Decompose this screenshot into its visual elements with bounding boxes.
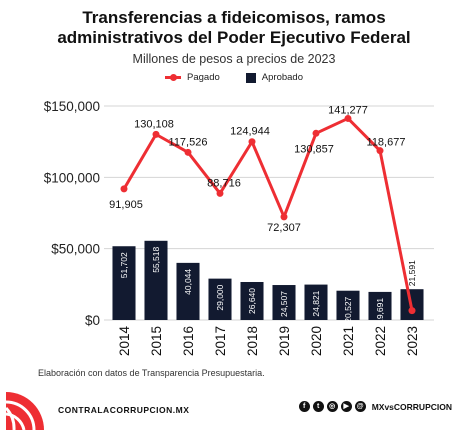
bar-value-label: 21,591 [407,260,417,286]
bar-value-label: 40,044 [183,269,193,295]
bar-aprobado [336,290,360,320]
bar-value-label: 51,702 [119,252,129,278]
point-pagado [312,129,320,137]
chart-title: Transferencias a fideicomisos, ramos adm… [0,8,468,48]
social-links: f t ◎ ▶ @ MXvsCORRUPCION [298,401,452,412]
line-value-label: 130,108 [134,118,174,130]
chart-subtitle: Millones de pesos a precios de 2023 [132,52,336,66]
social-handle[interactable]: MXvsCORRUPCION [371,401,452,412]
line-value-label: 118,677 [367,137,406,149]
chart-legend: Pagado Aprobado [0,72,468,83]
line-value-label: 124,944 [230,126,270,138]
instagram-icon[interactable]: ◎ [326,401,338,412]
source-note: Elaboración con datos de Transparencia P… [38,368,265,378]
legend-label-aprobado: Aprobado [261,72,303,83]
bar-value-label: 24,821 [311,290,321,316]
bar-value-label: 29,000 [215,284,225,310]
bar-aprobado [240,281,264,320]
bar-aprobado [144,240,168,320]
point-pagado [216,189,224,197]
legend-bar-marker [245,72,256,83]
x-tick-label: 2014 [117,326,132,357]
x-tick-label: 2022 [373,326,388,356]
point-pagado [184,148,192,156]
bar-value-label: 26,640 [247,288,257,314]
x-tick-label: 2017 [213,326,228,356]
bar-value-label: 19,691 [375,298,385,324]
site-link[interactable]: CONTRALACORRUPCION.MX [58,405,190,415]
x-tick-label: 2021 [341,326,356,356]
bar-aprobado [208,278,232,320]
chart-plot: $0 $50,000 $100,000 $150,000 51,702 55,518 40,… [44,99,434,357]
y-tick-label: $100,000 [44,170,100,185]
point-pagado [152,130,160,138]
line-value-label: 88,716 [207,177,241,189]
line-value-label: 141,277 [328,104,368,116]
point-pagado [376,147,384,155]
point-pagado [248,138,256,146]
x-tick-label: 2023 [405,326,420,356]
footer-bar: CONTRALACORRUPCION.MX f t ◎ ▶ @ MXvsCORR… [0,384,468,441]
bar-aprobado [368,291,392,320]
line-value-label: 117,526 [169,136,208,148]
x-tick-label: 2018 [245,326,260,356]
line-pagado [122,116,414,311]
bar-value-label: 24,507 [279,291,289,317]
y-tick-label: $150,000 [44,99,100,114]
x-tick-label: 2020 [309,326,324,356]
title-line-2: administrativos del Poder Ejecutivo Fede… [57,28,411,47]
line-value-label: 91,905 [109,199,143,211]
line-value-label: 130,857 [294,143,334,155]
twitter-icon[interactable]: t [312,401,324,412]
legend-label-pagado: Pagado [187,72,220,83]
bar-aprobado [272,285,296,320]
x-tick-label: 2016 [181,326,196,356]
legend-line-marker [165,73,182,81]
legend-item-aprobado: Aprobado [245,72,303,83]
point-pagado [120,185,128,193]
title-line-1: Transferencias a fideicomisos, ramos [82,8,386,27]
bar-aprobado [304,284,328,320]
point-pagado [408,307,416,315]
bar-aprobado [112,246,136,320]
x-tick-label: 2019 [277,326,292,356]
point-pagado [280,213,288,221]
point-pagado [344,114,352,122]
bar-aprobado [176,262,200,320]
line-value-label: 72,307 [267,222,301,234]
youtube-icon[interactable]: ▶ [340,401,352,412]
legend-item-pagado: Pagado [165,72,220,83]
bar-value-label: 55,518 [151,247,161,273]
contralacorrupcion-logo-icon [6,392,44,430]
bar-value-label: 20,527 [343,296,353,322]
at-icon[interactable]: @ [354,401,366,412]
facebook-icon[interactable]: f [298,401,310,412]
x-tick-label: 2015 [149,326,164,356]
y-tick-label: $50,000 [51,242,100,257]
y-tick-label: $0 [85,313,100,328]
